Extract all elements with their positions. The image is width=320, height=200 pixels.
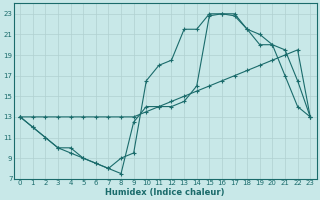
X-axis label: Humidex (Indice chaleur): Humidex (Indice chaleur): [106, 188, 225, 197]
